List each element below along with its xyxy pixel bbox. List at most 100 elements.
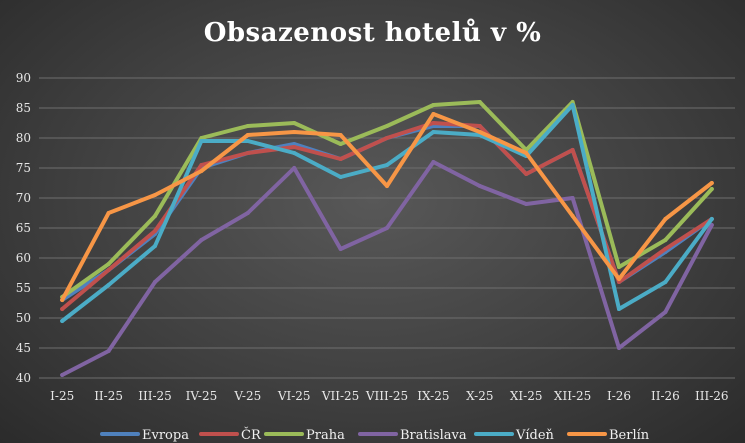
y-tick-label: 75 <box>16 161 31 175</box>
x-tick-label: IX-25 <box>417 389 449 403</box>
data-point <box>153 193 157 197</box>
series-1 <box>60 121 714 311</box>
legend: Evropa ČR Praha Bratislava Vídeň Berlín <box>100 426 650 443</box>
legend-label: Bratislava <box>400 428 467 443</box>
y-tick-label: 65 <box>16 221 31 235</box>
x-tick-label: V-25 <box>233 389 261 403</box>
data-point <box>245 133 250 137</box>
data-point <box>106 211 111 215</box>
data-point <box>292 121 297 125</box>
x-tick-label: XI-25 <box>510 389 543 403</box>
data-point <box>292 151 297 155</box>
chart-title: Obsazenost hotelů v % <box>203 18 542 48</box>
data-point <box>431 112 436 116</box>
data-point <box>60 319 65 323</box>
data-point <box>385 226 389 230</box>
legend-label: Praha <box>306 428 345 443</box>
y-tick-label: 70 <box>16 191 31 205</box>
data-point <box>617 307 621 311</box>
x-tick-label: II-26 <box>651 389 680 403</box>
y-tick-label: 85 <box>16 101 31 115</box>
data-point <box>106 268 111 272</box>
series-4 <box>60 103 714 323</box>
data-point <box>292 130 297 134</box>
data-point <box>524 172 529 176</box>
gridlines <box>39 77 735 379</box>
x-tick-label: III-26 <box>695 389 729 403</box>
data-point <box>617 280 621 284</box>
data-point <box>524 202 529 206</box>
data-point <box>292 145 297 149</box>
data-point <box>338 133 343 137</box>
data-point <box>663 238 668 242</box>
data-point <box>153 214 157 218</box>
x-tick-label: II-25 <box>94 389 123 403</box>
legend-label: Vídeň <box>515 428 555 443</box>
data-point <box>153 280 157 284</box>
legend-label: Berlín <box>609 428 650 443</box>
legend-item: Praha <box>264 428 345 443</box>
data-point <box>245 139 250 143</box>
data-point <box>570 196 575 200</box>
data-point <box>709 223 714 227</box>
x-tick-label: VI-25 <box>277 389 311 403</box>
data-point <box>385 184 389 188</box>
data-point <box>385 124 389 128</box>
data-point <box>570 100 575 104</box>
legend-item: Bratislava <box>358 428 467 443</box>
x-tick-label: I-25 <box>50 389 74 403</box>
data-point <box>617 346 621 350</box>
data-point <box>663 217 668 221</box>
data-point <box>431 121 436 125</box>
x-tick-label: X-25 <box>466 389 493 403</box>
data-point <box>570 103 575 107</box>
legend-item: ČR <box>199 426 262 443</box>
data-point <box>663 247 668 251</box>
data-point <box>60 373 65 377</box>
legend-item: Evropa <box>100 428 189 443</box>
data-point <box>385 163 389 167</box>
data-point <box>663 280 668 284</box>
y-tick-label: 45 <box>16 341 31 355</box>
x-tick-label: I-26 <box>607 389 631 403</box>
legend-label: Evropa <box>142 428 189 443</box>
data-point <box>292 142 297 146</box>
data-point <box>245 151 250 155</box>
data-point <box>617 277 621 281</box>
x-tick-label: VII-25 <box>321 389 359 403</box>
x-tick-label: IV-25 <box>186 389 218 403</box>
legend-item: Berlín <box>567 428 650 443</box>
data-point <box>199 238 204 242</box>
data-point <box>338 247 343 251</box>
data-point <box>617 265 621 269</box>
legend-item: Vídeň <box>474 428 555 443</box>
x-tick-label: XII-25 <box>554 389 591 403</box>
x-tick-label: III-25 <box>138 389 172 403</box>
series-5 <box>60 112 714 302</box>
data-point <box>570 148 575 152</box>
data-point <box>709 187 714 191</box>
data-point <box>292 166 297 170</box>
data-point <box>245 124 250 128</box>
data-point <box>431 160 436 164</box>
data-point <box>60 298 65 302</box>
y-tick-label: 90 <box>16 71 31 85</box>
series-lines <box>60 100 714 377</box>
data-point <box>709 217 714 221</box>
x-axis-ticks: I-25 II-25 III-25 IV-25 V-25 VI-25 VII-25 VIII-… <box>50 389 728 403</box>
y-axis-ticks: 40 45 50 55 60 65 70 75 80 85 90 <box>16 71 31 385</box>
y-tick-label: 40 <box>16 371 31 385</box>
data-point <box>477 124 482 128</box>
data-point <box>477 184 482 188</box>
data-point <box>385 136 389 140</box>
data-point <box>570 214 575 218</box>
data-point <box>199 139 204 143</box>
data-point <box>199 163 204 167</box>
data-point <box>431 103 436 107</box>
data-point <box>338 175 343 179</box>
data-point <box>524 151 529 155</box>
data-point <box>663 310 668 314</box>
data-point <box>199 169 204 173</box>
